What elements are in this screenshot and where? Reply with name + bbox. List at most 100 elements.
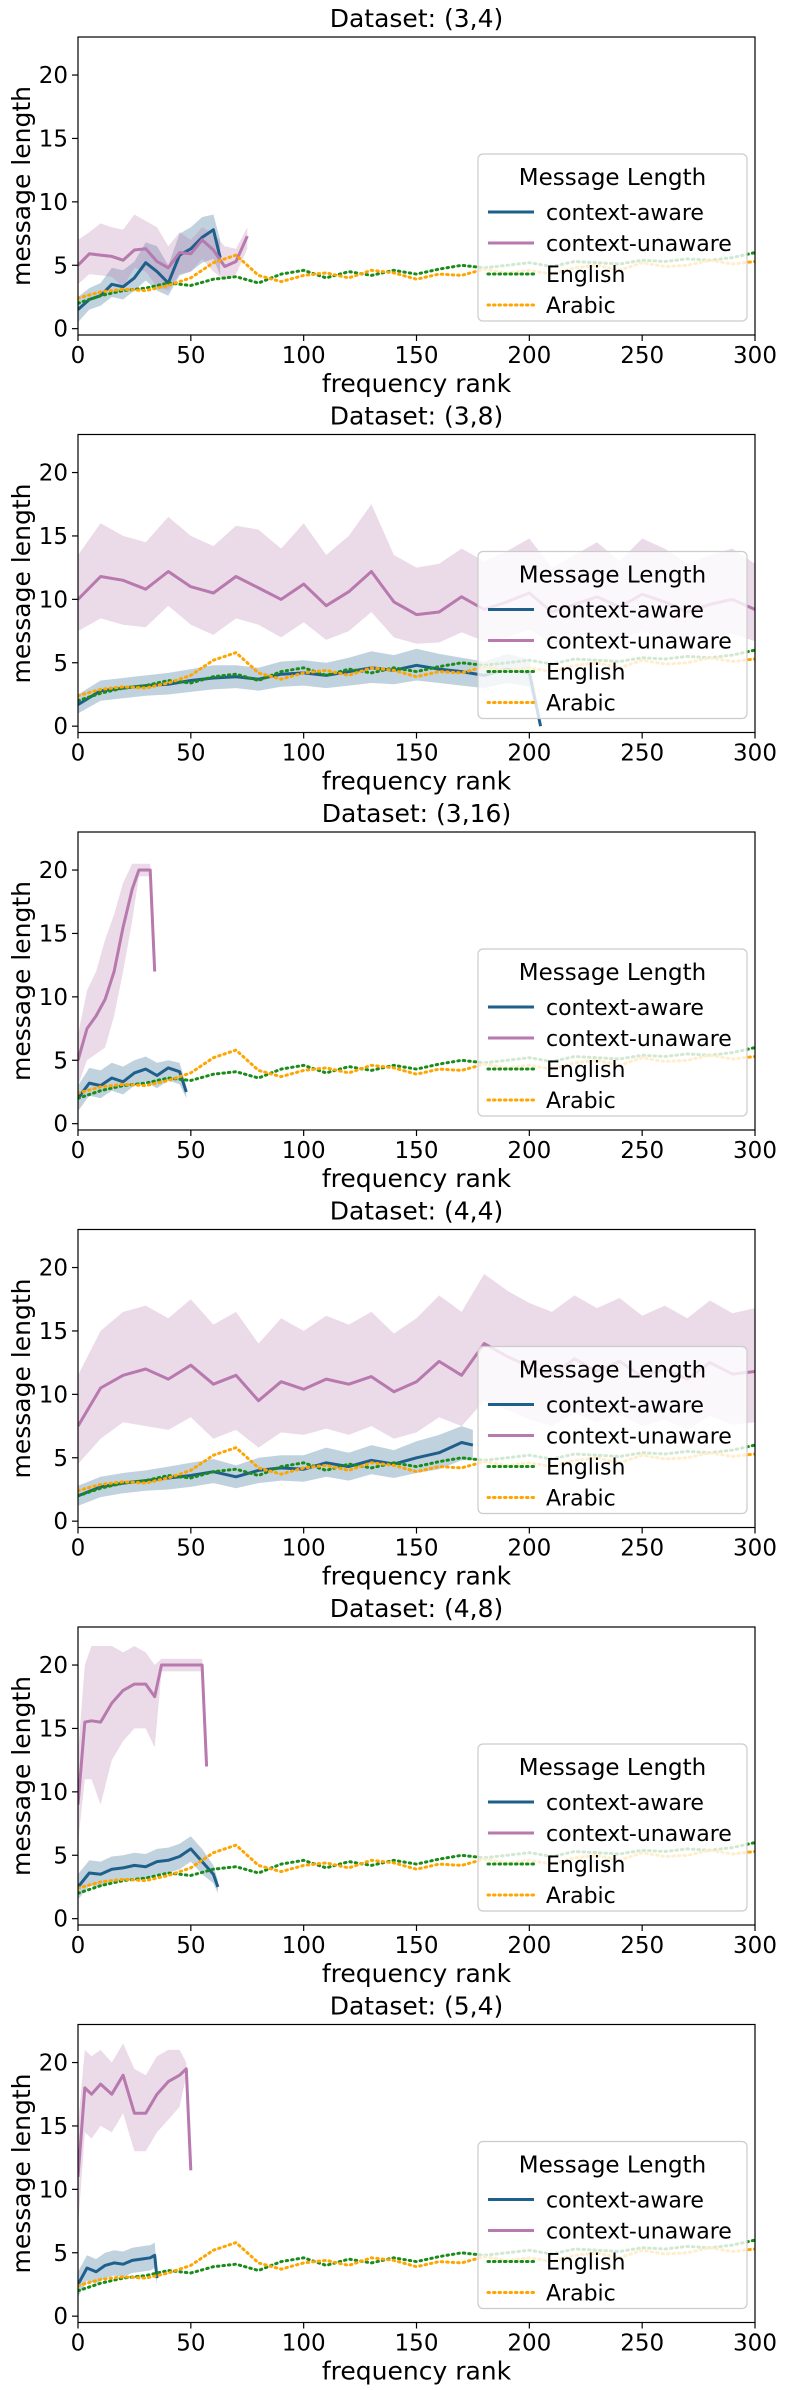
chart-legend: Message Length context-aware context-unawa…	[477, 1345, 748, 1515]
y-tick-label: 5	[53, 1048, 68, 1074]
legend-label: English	[546, 2251, 625, 2276]
x-axis-label: frequency rank	[322, 369, 512, 398]
chart-title: Dataset: (4,4)	[330, 1197, 504, 1226]
series-band-context-unaware	[78, 863, 155, 1086]
x-tick-label: 0	[71, 1933, 86, 1959]
y-axis-label: message length	[7, 86, 36, 286]
legend-title: Message Length	[519, 1755, 706, 1781]
x-tick-label: 200	[507, 343, 551, 369]
series-line-context-aware	[78, 1847, 220, 1888]
series-band-context-unaware	[78, 2043, 191, 2228]
series-line-context-unaware	[78, 868, 157, 1061]
x-tick-label: 150	[395, 1138, 439, 1164]
legend-title: Message Length	[519, 1358, 706, 1384]
x-axis-label: frequency rank	[322, 767, 512, 796]
series-line-context-unaware	[78, 235, 249, 270]
x-tick-label: 100	[282, 2331, 326, 2357]
legend-label: context-aware	[546, 1791, 704, 1816]
y-axis-label: message length	[7, 881, 36, 1081]
y-tick-label: 10	[39, 2177, 68, 2203]
x-tick-label: 100	[282, 343, 326, 369]
legend-title: Message Length	[519, 960, 706, 986]
y-tick-label: 0	[53, 1509, 68, 1535]
x-tick-label: 200	[507, 741, 551, 767]
y-axis-label: message length	[7, 1676, 36, 1876]
chart-title: Dataset: (3,4)	[330, 4, 504, 33]
chart-panel-2: Dataset: (3,8) 0 50 100 150 200 250 300 0 5 10 15 20…	[7, 402, 777, 796]
x-tick-label: 250	[620, 1536, 664, 1562]
legend-label: context-aware	[546, 201, 704, 226]
y-tick-label: 0	[53, 1907, 68, 1933]
y-tick-label: 0	[53, 317, 68, 343]
y-tick-label: 5	[53, 1446, 68, 1472]
x-axis-label: frequency rank	[322, 1959, 512, 1988]
y-tick-label: 20	[39, 1256, 68, 1282]
legend-label: context-aware	[546, 1394, 704, 1419]
legend-label: English	[546, 1058, 625, 1083]
legend-title: Message Length	[519, 165, 706, 191]
y-tick-label: 15	[39, 1319, 68, 1345]
y-tick-label: 10	[39, 1382, 68, 1408]
x-tick-label: 250	[620, 2331, 664, 2357]
y-tick-label: 15	[39, 524, 68, 550]
x-tick-label: 250	[620, 741, 664, 767]
chart-panel-1: Dataset: (3,4) 0 50 100 150 200 250 300 0 5 10 15 20…	[7, 4, 777, 398]
chart-legend: Message Length context-aware context-unawa…	[477, 2140, 748, 2310]
x-tick-label: 300	[733, 343, 777, 369]
x-tick-label: 100	[282, 741, 326, 767]
legend-label: Arabic	[546, 1089, 616, 1114]
x-tick-label: 50	[176, 2331, 205, 2357]
chart-legend: Message Length context-aware context-unawa…	[477, 153, 748, 322]
legend-box	[477, 948, 748, 1117]
chart-panel-3: Dataset: (3,16) 0 50 100 150 200 250 300 0 5 10 15 2…	[7, 799, 777, 1193]
legend-label: context-unaware	[546, 1027, 732, 1052]
legend-label: Arabic	[546, 1487, 616, 1512]
x-tick-label: 0	[71, 2331, 86, 2357]
x-tick-label: 200	[507, 1933, 551, 1959]
x-tick-label: 200	[507, 2331, 551, 2357]
y-tick-label: 20	[39, 2051, 68, 2077]
y-tick-label: 5	[53, 253, 68, 279]
x-tick-label: 250	[620, 1933, 664, 1959]
legend-label: context-unaware	[546, 1425, 732, 1450]
series-line-context-aware	[78, 228, 222, 311]
y-axis-label: message length	[7, 484, 36, 684]
legend-title: Message Length	[519, 563, 706, 589]
series-line-context-aware	[78, 2253, 159, 2286]
y-tick-label: 15	[39, 2114, 68, 2140]
legend-label: context-unaware	[546, 2220, 732, 2245]
x-tick-label: 50	[176, 741, 205, 767]
chart-legend: Message Length context-aware context-unawa…	[477, 550, 748, 720]
x-tick-label: 0	[71, 343, 86, 369]
x-tick-label: 100	[282, 1536, 326, 1562]
y-tick-label: 10	[39, 587, 68, 613]
y-axis-label: message length	[7, 1279, 36, 1479]
legend-label: context-aware	[546, 996, 704, 1021]
y-tick-label: 0	[53, 2304, 68, 2330]
legend-box	[477, 1345, 748, 1515]
legend-label: context-aware	[546, 599, 704, 624]
y-tick-label: 5	[53, 2241, 68, 2267]
x-tick-label: 50	[176, 1933, 205, 1959]
x-tick-label: 0	[71, 1536, 86, 1562]
series-band-context-aware	[78, 1836, 218, 1900]
chart-legend: Message Length context-aware context-unawa…	[477, 948, 748, 1117]
legend-box	[477, 153, 748, 322]
series-line-context-unaware	[78, 2067, 193, 2177]
plot-area	[78, 2043, 755, 2298]
chart-title: Dataset: (4,8)	[330, 1594, 504, 1623]
legend-box	[477, 1743, 748, 1912]
chart-panel-6: Dataset: (5,4) 0 50 100 150 200 250 300 0 5 10 15 20…	[7, 1992, 777, 2386]
y-tick-label: 5	[53, 651, 68, 677]
chart-title: Dataset: (5,4)	[330, 1992, 504, 2021]
y-tick-label: 20	[39, 1653, 68, 1679]
x-tick-label: 150	[395, 1536, 439, 1562]
legend-label: context-unaware	[546, 232, 732, 257]
y-tick-label: 15	[39, 921, 68, 947]
x-tick-label: 0	[71, 1138, 86, 1164]
legend-label: context-aware	[546, 2189, 704, 2214]
chart-legend: Message Length context-aware context-unawa…	[477, 1743, 748, 1912]
x-tick-label: 50	[176, 343, 205, 369]
x-tick-label: 300	[733, 1138, 777, 1164]
